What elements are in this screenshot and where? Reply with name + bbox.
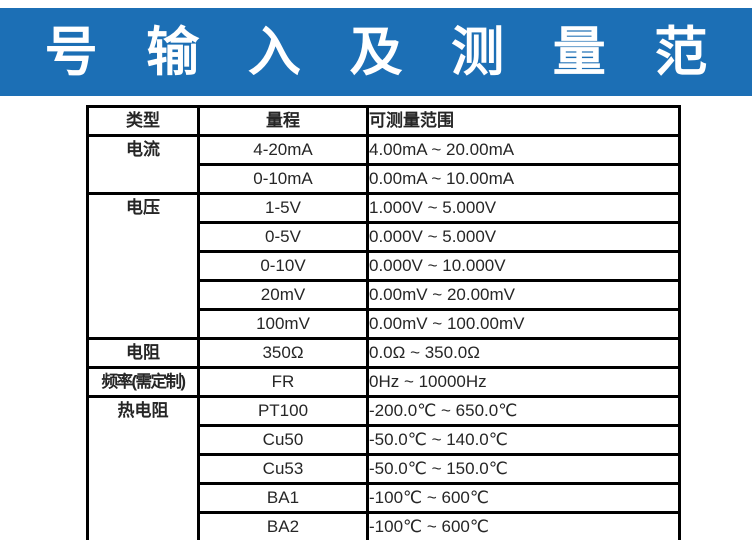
range-cell: FR (197, 366, 369, 398)
table-row: 100mV 0.00mV ~ 100.00mV (88, 308, 681, 340)
type-cell-resistance: 电阻 (86, 337, 200, 369)
measurable-cell: 0.000V ~ 5.000V (366, 221, 681, 253)
header-type: 类型 (86, 105, 200, 137)
table-row: 电压 1-5V 1.000V ~ 5.000V (86, 192, 681, 340)
range-cell: BA1 (197, 482, 369, 514)
table-row: 0-10V 0.000V ~ 10.000V (88, 250, 681, 282)
measurable-cell: -50.0℃ ~ 150.0℃ (366, 453, 681, 485)
table-row: 0-10mA 0.00mA ~ 10.00mA (88, 163, 681, 195)
measurable-cell: 4.00mA ~ 20.00mA (366, 134, 681, 166)
type-cell-current: 电流 (86, 134, 200, 195)
measurable-cell: 0Hz ~ 10000Hz (366, 366, 681, 398)
measurable-cell: 0.00mA ~ 10.00mA (366, 163, 681, 195)
table-row: 频率(需定制) FR 0Hz ~ 10000Hz (86, 366, 681, 398)
type-cell-voltage: 电压 (86, 192, 200, 340)
range-cell: Cu50 (197, 424, 369, 456)
measurable-cell: 0.000V ~ 10.000V (366, 250, 681, 282)
measurable-cell: 0.00mV ~ 20.00mV (366, 279, 681, 311)
range-cell: 350Ω (197, 337, 369, 369)
measurable-cell: 1.000V ~ 5.000V (366, 192, 681, 224)
range-cell: 1-5V (197, 192, 369, 224)
range-cell: 0-5V (197, 221, 369, 253)
table-row: 0-5V 0.000V ~ 5.000V (88, 221, 681, 253)
signal-range-table: 类型 量程 可测量范围 电流 4-20mA 4.00mA ~ 20.00mA 0… (86, 105, 681, 540)
table-row: Cu53 -50.0℃ ~ 150.0℃ (88, 453, 681, 485)
table-row: 热电阻 PT100 -200.0℃ ~ 650.0℃ (86, 395, 681, 540)
range-cell: 100mV (197, 308, 369, 340)
table-row: BA2 -100℃ ~ 600℃ (88, 511, 681, 540)
range-cell: PT100 (197, 395, 369, 427)
table-row: Cu50 -50.0℃ ~ 140.0℃ (88, 424, 681, 456)
measurable-cell: -200.0℃ ~ 650.0℃ (366, 395, 681, 427)
type-cell-rtd: 热电阻 (86, 395, 200, 540)
table-row: BA1 -100℃ ~ 600℃ (88, 482, 681, 514)
range-cell: 0-10V (197, 250, 369, 282)
range-cell: 4-20mA (197, 134, 369, 166)
range-cell: BA2 (197, 511, 369, 540)
measurable-cell: 0.0Ω ~ 350.0Ω (366, 337, 681, 369)
type-cell-frequency: 频率(需定制) (86, 366, 200, 398)
range-cell: 0-10mA (197, 163, 369, 195)
range-cell: Cu53 (197, 453, 369, 485)
measurable-cell: -100℃ ~ 600℃ (366, 482, 681, 514)
header-range: 量程 (197, 105, 369, 137)
table-row: 电流 4-20mA 4.00mA ~ 20.00mA (86, 134, 681, 195)
page-title: 信 号 输 入 及 测 量 范 围 (0, 22, 752, 82)
measurable-cell: 0.00mV ~ 100.00mV (366, 308, 681, 340)
header-measurable: 可测量范围 (366, 105, 681, 137)
range-cell: 20mV (197, 279, 369, 311)
measurable-cell: -100℃ ~ 600℃ (366, 511, 681, 540)
table-row: 20mV 0.00mV ~ 20.00mV (88, 279, 681, 311)
table-header-row: 类型 量程 可测量范围 (86, 105, 681, 137)
table-row: 电阻 350Ω 0.0Ω ~ 350.0Ω (86, 337, 681, 369)
title-banner: 信 号 输 入 及 测 量 范 围 (0, 8, 752, 96)
measurable-cell: -50.0℃ ~ 140.0℃ (366, 424, 681, 456)
